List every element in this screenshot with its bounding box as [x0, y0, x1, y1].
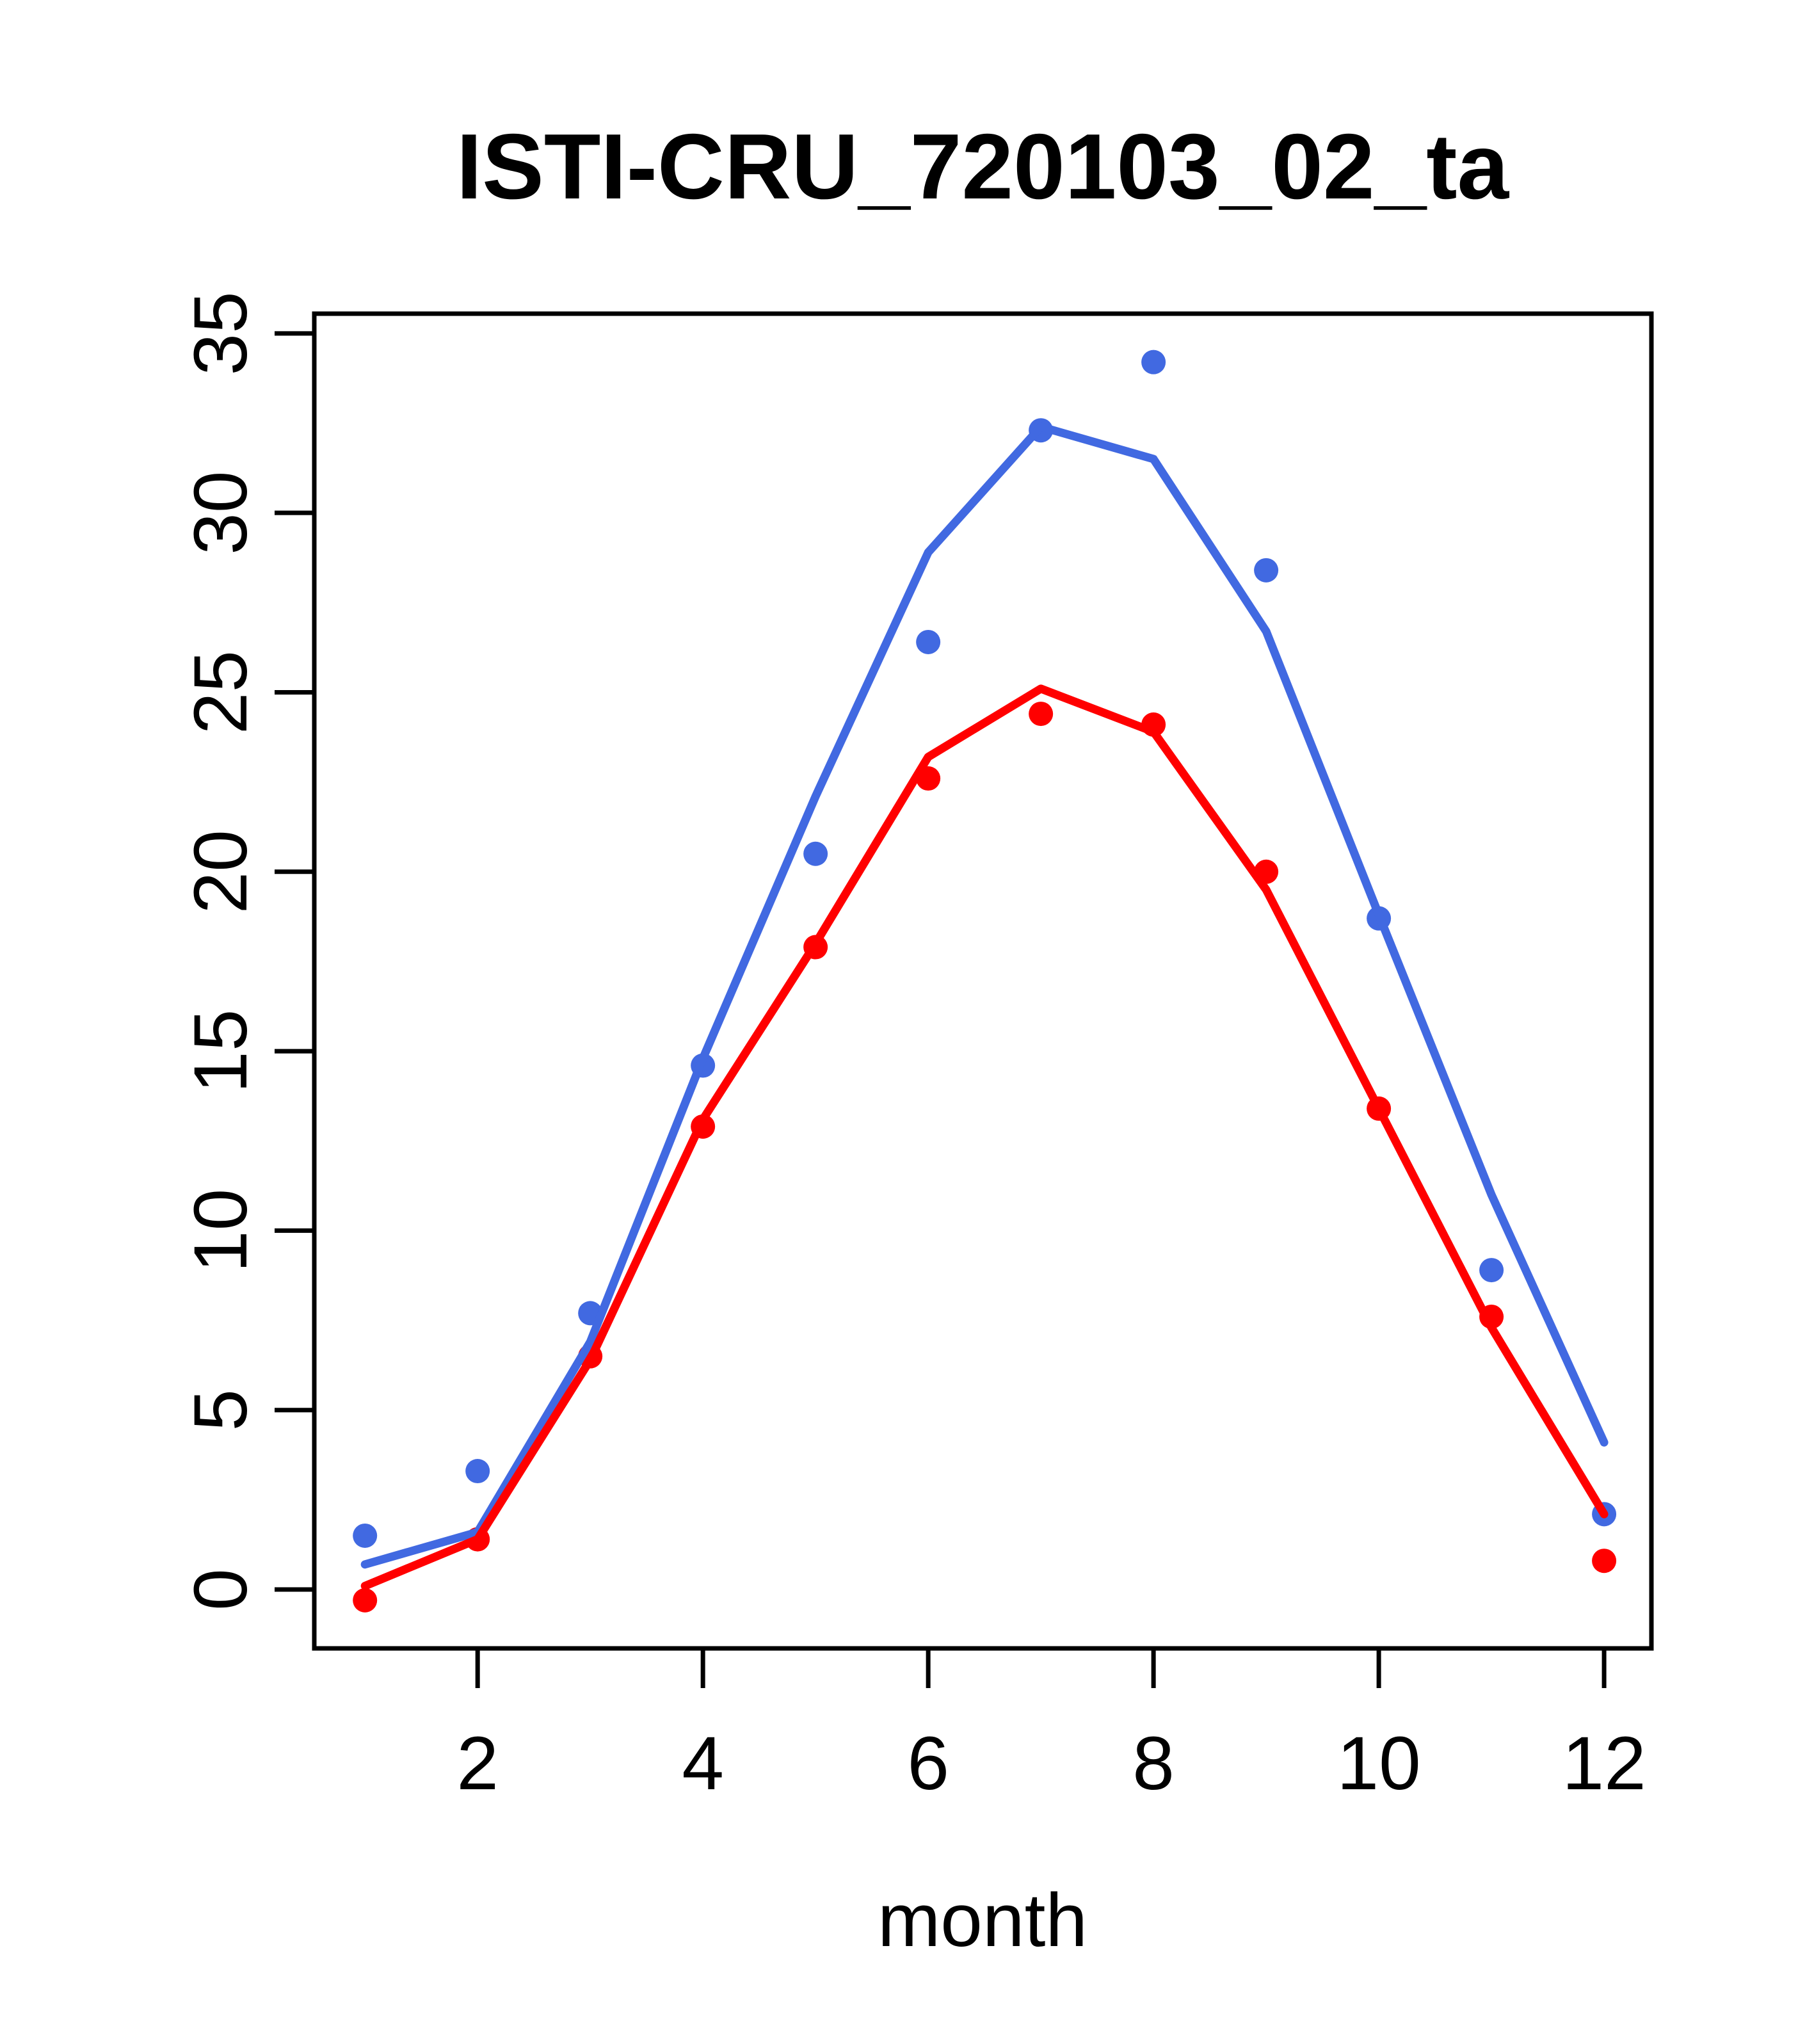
station-blue-points-marker — [916, 629, 941, 654]
station-blue-points-marker — [1479, 1258, 1504, 1283]
station-blue-points-marker — [353, 1523, 378, 1548]
station-blue-points-marker — [1254, 558, 1279, 583]
x-axis-label: month — [878, 1878, 1088, 1963]
plot-frame — [312, 311, 1654, 1651]
y-tick-label: 25 — [179, 650, 263, 734]
x-tick-label: 10 — [1336, 1721, 1420, 1806]
plot-area: 0 5 10 15 20 25 30 35 2 4 6 8 10 12 — [179, 291, 1654, 1806]
x-tick-label: 12 — [1562, 1721, 1646, 1806]
station-blue-points-marker — [803, 841, 828, 866]
y-tick-label: 5 — [179, 1389, 263, 1431]
reference-red-line — [360, 684, 1609, 1590]
y-tick-label: 10 — [179, 1189, 263, 1273]
x-tick-label: 4 — [682, 1721, 724, 1806]
y-tick-label: 15 — [179, 1009, 263, 1093]
x-tick-label: 6 — [907, 1721, 949, 1806]
x-tick-label: 8 — [1132, 1721, 1175, 1806]
reference-blue-line — [360, 422, 1609, 1569]
y-tick-label: 20 — [179, 830, 263, 913]
station-red-points-marker — [1029, 702, 1054, 727]
chart-title: ISTI-CRU_720103_02_ta — [456, 115, 1510, 218]
station-blue-points-marker — [465, 1459, 490, 1484]
station-blue-points-marker — [1141, 350, 1166, 374]
station-red-points-marker — [353, 1588, 378, 1613]
station-red-points-marker — [1592, 1549, 1617, 1573]
y-tick-label: 30 — [179, 471, 263, 555]
y-tick-label: 35 — [179, 291, 263, 375]
y-tick-label: 0 — [179, 1568, 263, 1611]
x-tick-label: 2 — [456, 1721, 499, 1806]
